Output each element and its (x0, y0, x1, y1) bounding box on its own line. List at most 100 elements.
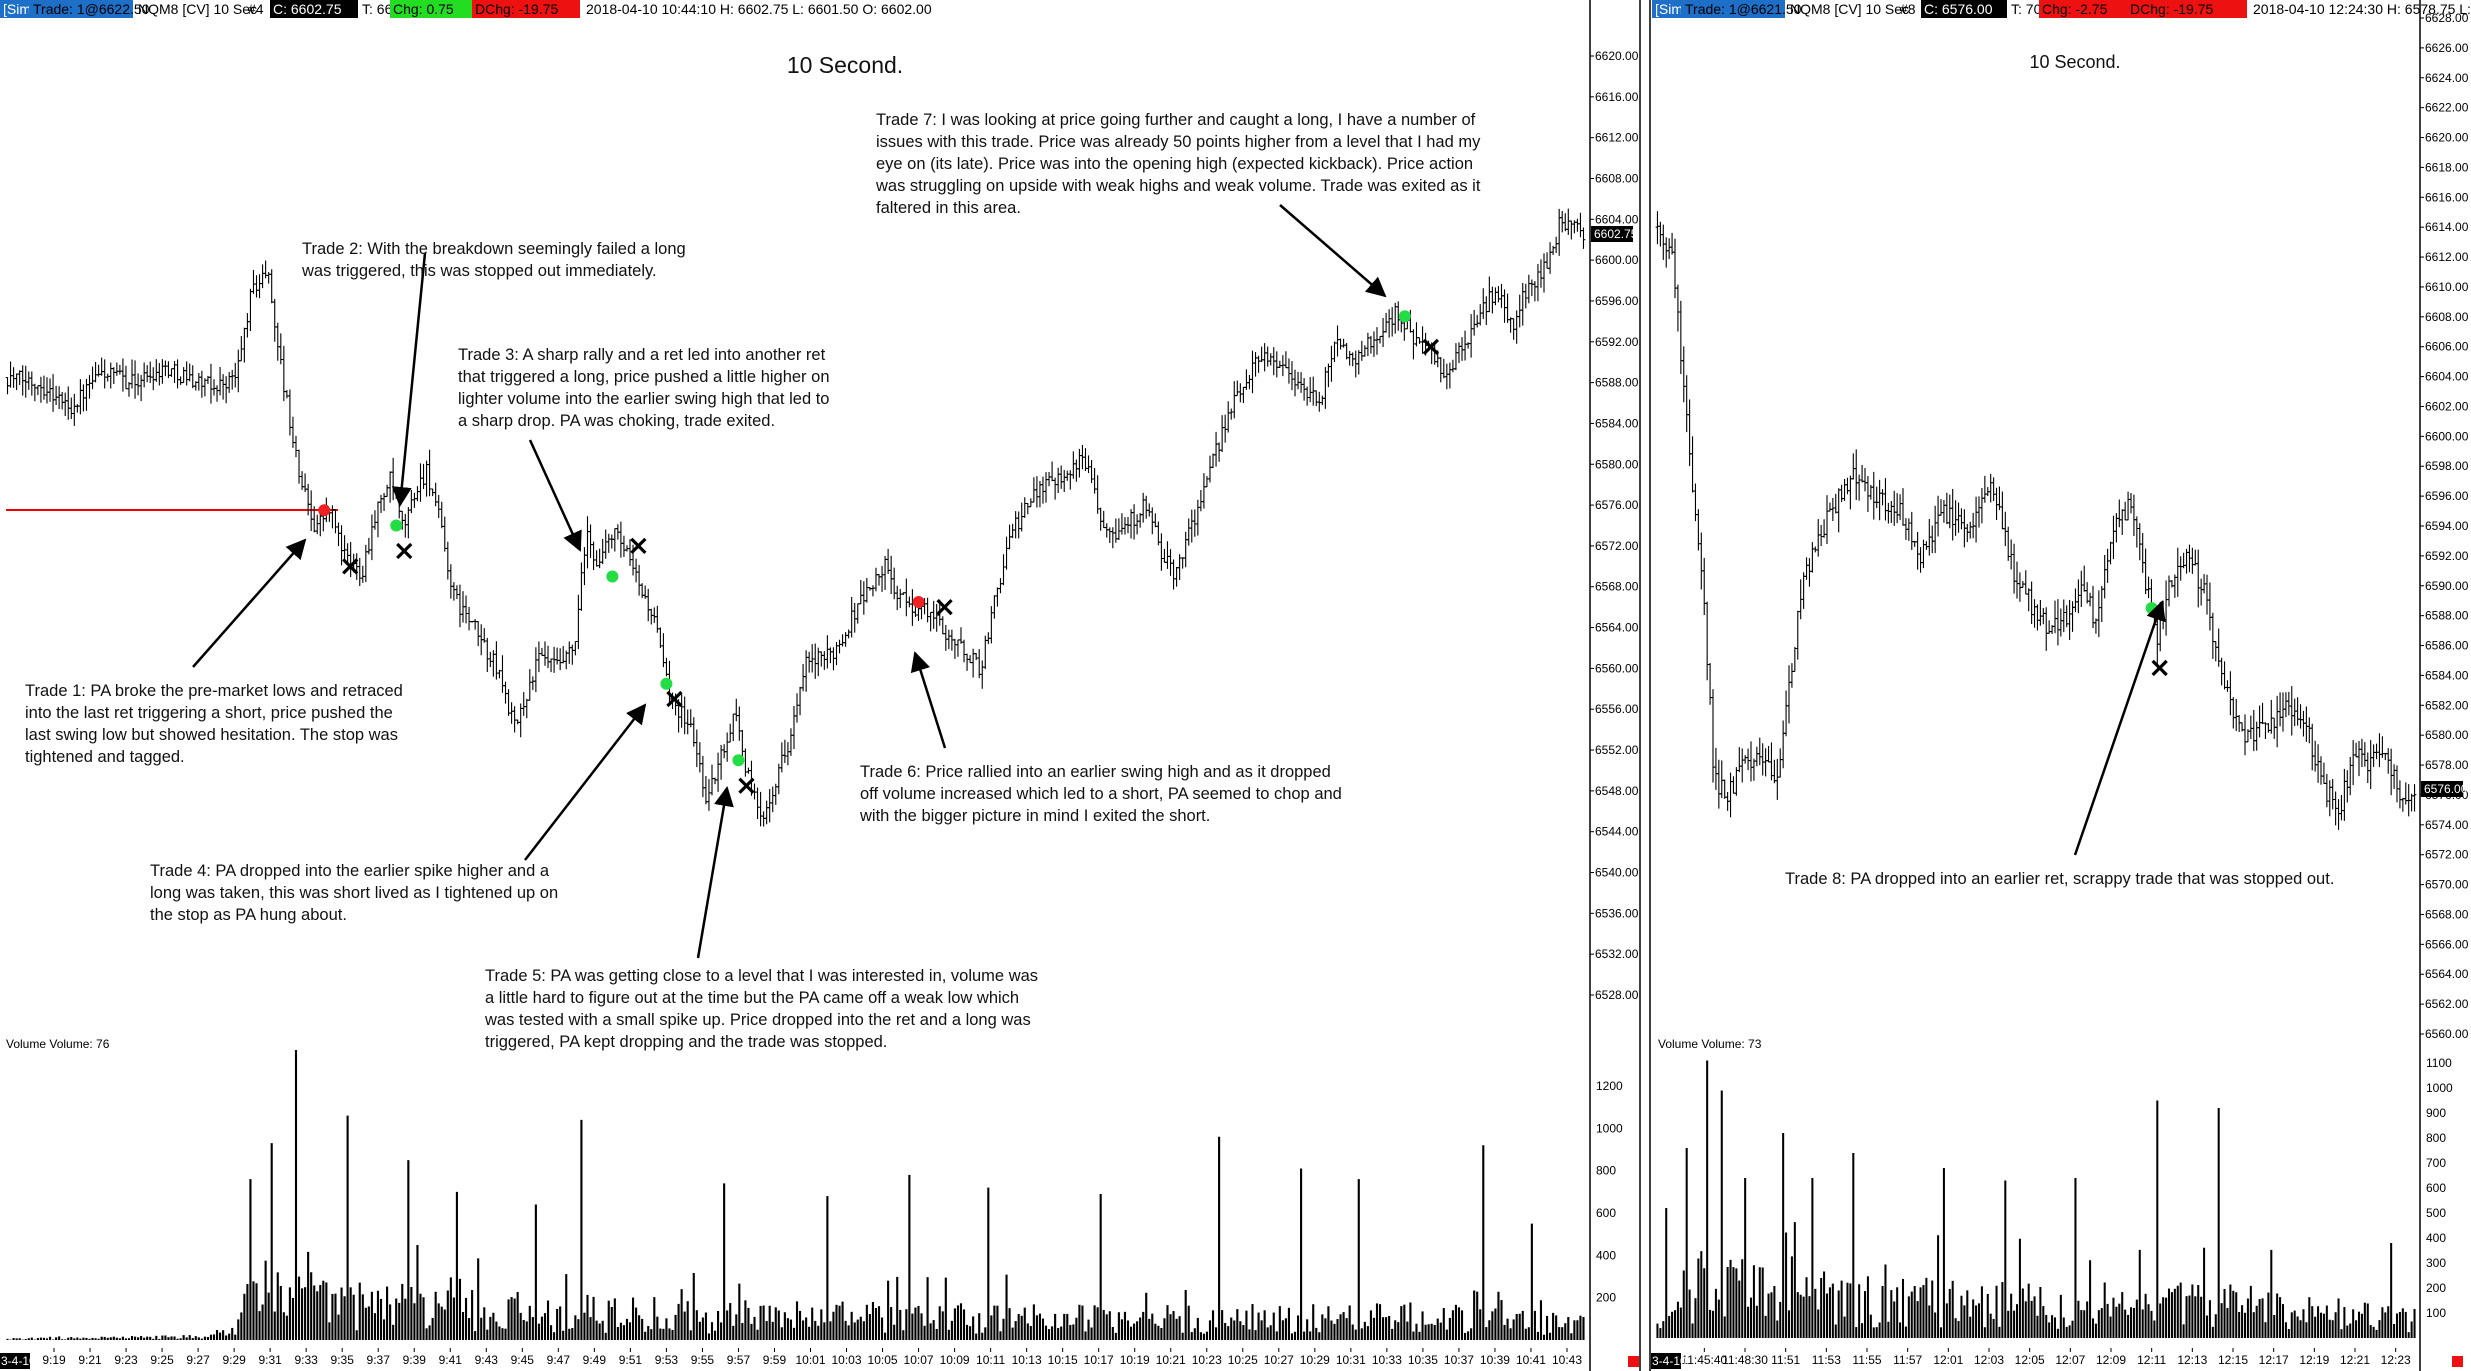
trade7-arrow (1279, 204, 1387, 298)
time-axis-label: 11:45:40 (1681, 1353, 1727, 1367)
price-axis-label: 6616.00 (2425, 190, 2469, 204)
time-axis-label: 10:13 (1012, 1353, 1042, 1367)
time-axis-label: 10:23 (1192, 1353, 1222, 1367)
right-volume-axis: 100 200 300 400 500 600 700 800 900 1000 1100 (2426, 1056, 2453, 1320)
right-last-price-tag (2421, 781, 2463, 797)
price-axis-label: 6590.00 (2425, 579, 2469, 593)
price-bar (2412, 784, 2417, 812)
time-axis-label: 11:51 (1771, 1353, 1800, 1367)
left-volume-axis: 200 400 600 800 1000 1200 (1596, 1079, 1623, 1305)
right-ticks-label: T: 70 (2011, 1, 2042, 17)
price-axis-label: 6588.00 (1595, 376, 1639, 390)
left-chg-badge (390, 0, 472, 18)
price-axis-label: 6606.00 (2425, 340, 2469, 354)
price-axis-label: 6544.00 (1595, 825, 1639, 839)
price-axis-label: 6564.00 (1595, 621, 1639, 635)
price-axis-label: 6560.00 (1595, 661, 1639, 675)
volume-axis-label: 500 (2426, 1206, 2446, 1220)
right-price-axis: 6560.00 6562.00 6564.00 6566.00 6568.00 6570.… (2420, 11, 2469, 1041)
trade-entry-marker (606, 570, 619, 583)
price-axis-label: 6572.00 (1595, 539, 1639, 553)
price-axis-label: 6574.00 (2425, 818, 2469, 832)
left-volume-label: Volume Volume: 76 (6, 1037, 110, 1051)
left-time-axis: 9:19 9:21 9:23 9:25 9:27 9:29 9:31 9:33 9:35 9:37… (42, 1348, 1582, 1367)
trade3-line: a sharp drop. PA was choking, trade exit… (458, 412, 775, 430)
right-dchg-label: DChg: -19.75 (2130, 1, 2213, 17)
trade7-line: was struggling on upside with weak highs… (875, 177, 1481, 195)
trade2-line: Trade 2: With the breakdown seemingly fa… (302, 240, 686, 258)
trade-exit-marker (738, 777, 755, 794)
annotation-trade1: Trade 1: PA broke the pre-market lows an… (25, 682, 403, 766)
trade5-line: Trade 5: PA was getting close to a level… (485, 967, 1038, 985)
volume-axis-label: 600 (2426, 1181, 2446, 1195)
time-axis-label: 10:39 (1480, 1353, 1510, 1367)
trade-entry-marker (660, 677, 673, 690)
left-price-bars (5, 208, 1586, 827)
price-axis-label: 6588.00 (2425, 609, 2469, 623)
time-axis-label: 10:35 (1408, 1353, 1438, 1367)
price-axis-label: 6540.00 (1595, 866, 1639, 880)
trade-exit-marker (342, 558, 359, 575)
trade4-line: long was taken, this was short lived as … (150, 884, 558, 902)
time-axis-label: 9:21 (78, 1353, 102, 1367)
price-axis-label: 6578.00 (2425, 758, 2469, 772)
time-axis-label: 12:03 (1974, 1353, 2004, 1367)
trade6-line: with the bigger picture in mind I exited… (859, 807, 1210, 825)
time-axis-label: 9:37 (367, 1353, 391, 1367)
price-axis-label: 6624.00 (2425, 71, 2469, 85)
price-axis-label: 6600.00 (2425, 429, 2469, 443)
price-axis-label: 6620.00 (2425, 131, 2469, 145)
right-close-label: C: 6576.00 (1924, 1, 1993, 17)
time-axis-label: 9:47 (547, 1353, 571, 1367)
trade-entry-marker (390, 519, 403, 532)
left-chart-header: [Sim] Trade: 1@6622.50 NQM8 [CV] 10 Sec … (0, 0, 932, 18)
time-axis-label: 10:15 (1048, 1353, 1078, 1367)
annotation-trade2: Trade 2: With the breakdown seemingly fa… (301, 240, 686, 280)
time-axis-label: 12:09 (2096, 1353, 2126, 1367)
annotation-trade5: Trade 5: PA was getting close to a level… (484, 967, 1038, 1051)
annotation-arrows (192, 204, 2166, 959)
price-axis-label: 6528.00 (1595, 988, 1639, 1002)
trade3-line: that triggered a long, price pushed a li… (458, 368, 830, 386)
left-chg-label: Chg: 0.75 (393, 1, 454, 17)
right-symbol-label: NQM8 [CV] 10 Sec (1790, 1, 1909, 17)
volume-axis-label: 1000 (1596, 1121, 1623, 1135)
right-ohlc-label: 2018-04-10 12:24:30 H: 6578.75 L: 6575.7… (2253, 1, 2471, 17)
time-axis-label: 10:33 (1372, 1353, 1402, 1367)
price-axis-label: 6562.00 (2425, 997, 2469, 1011)
time-axis-label: 9:55 (691, 1353, 715, 1367)
left-volume-bars (6, 1050, 1585, 1340)
trade-entry-marker (912, 596, 925, 609)
price-axis-label: 6580.00 (2425, 728, 2469, 742)
right-last-price-text: 6576.00 (2424, 782, 2468, 796)
time-axis-label: 10:37 (1444, 1353, 1474, 1367)
time-axis-label: 10:19 (1120, 1353, 1150, 1367)
right-volume-label: Volume Volume: 73 (1658, 1037, 1762, 1051)
time-axis-label: 10:21 (1156, 1353, 1186, 1367)
time-axis-label: 12:07 (2055, 1353, 2085, 1367)
right-start-tag-text: 3-4-10 (1652, 1354, 1687, 1368)
right-corner-marker (2452, 1356, 2463, 1367)
left-account-badge (29, 0, 133, 18)
price-axis-label: 6536.00 (1595, 906, 1639, 920)
trade-exit-marker (936, 599, 953, 616)
price-axis-label: 6592.00 (2425, 549, 2469, 563)
left-dchg-badge (472, 0, 580, 18)
time-axis-label: 10:43 (1552, 1353, 1582, 1367)
price-axis-label: 6612.00 (1595, 131, 1639, 145)
time-axis-label: 9:19 (42, 1353, 66, 1367)
time-axis-label: 9:45 (511, 1353, 535, 1367)
left-chart-title: 10 Second. (787, 52, 903, 78)
time-axis-label: 10:31 (1336, 1353, 1366, 1367)
trade4-line: Trade 4: PA dropped into the earlier spi… (150, 862, 550, 880)
right-sim-label: [Sim] (1655, 1, 1687, 17)
price-axis-label: 6604.00 (1595, 212, 1639, 226)
volume-axis-label: 1000 (2426, 1081, 2453, 1095)
left-close-label: C: 6602.75 (273, 1, 342, 17)
price-axis-label: 6568.00 (2425, 907, 2469, 921)
time-axis-label: 10:11 (976, 1353, 1005, 1367)
price-axis-label: 6608.00 (2425, 310, 2469, 324)
trade7-line: faltered in this area. (876, 199, 1021, 217)
